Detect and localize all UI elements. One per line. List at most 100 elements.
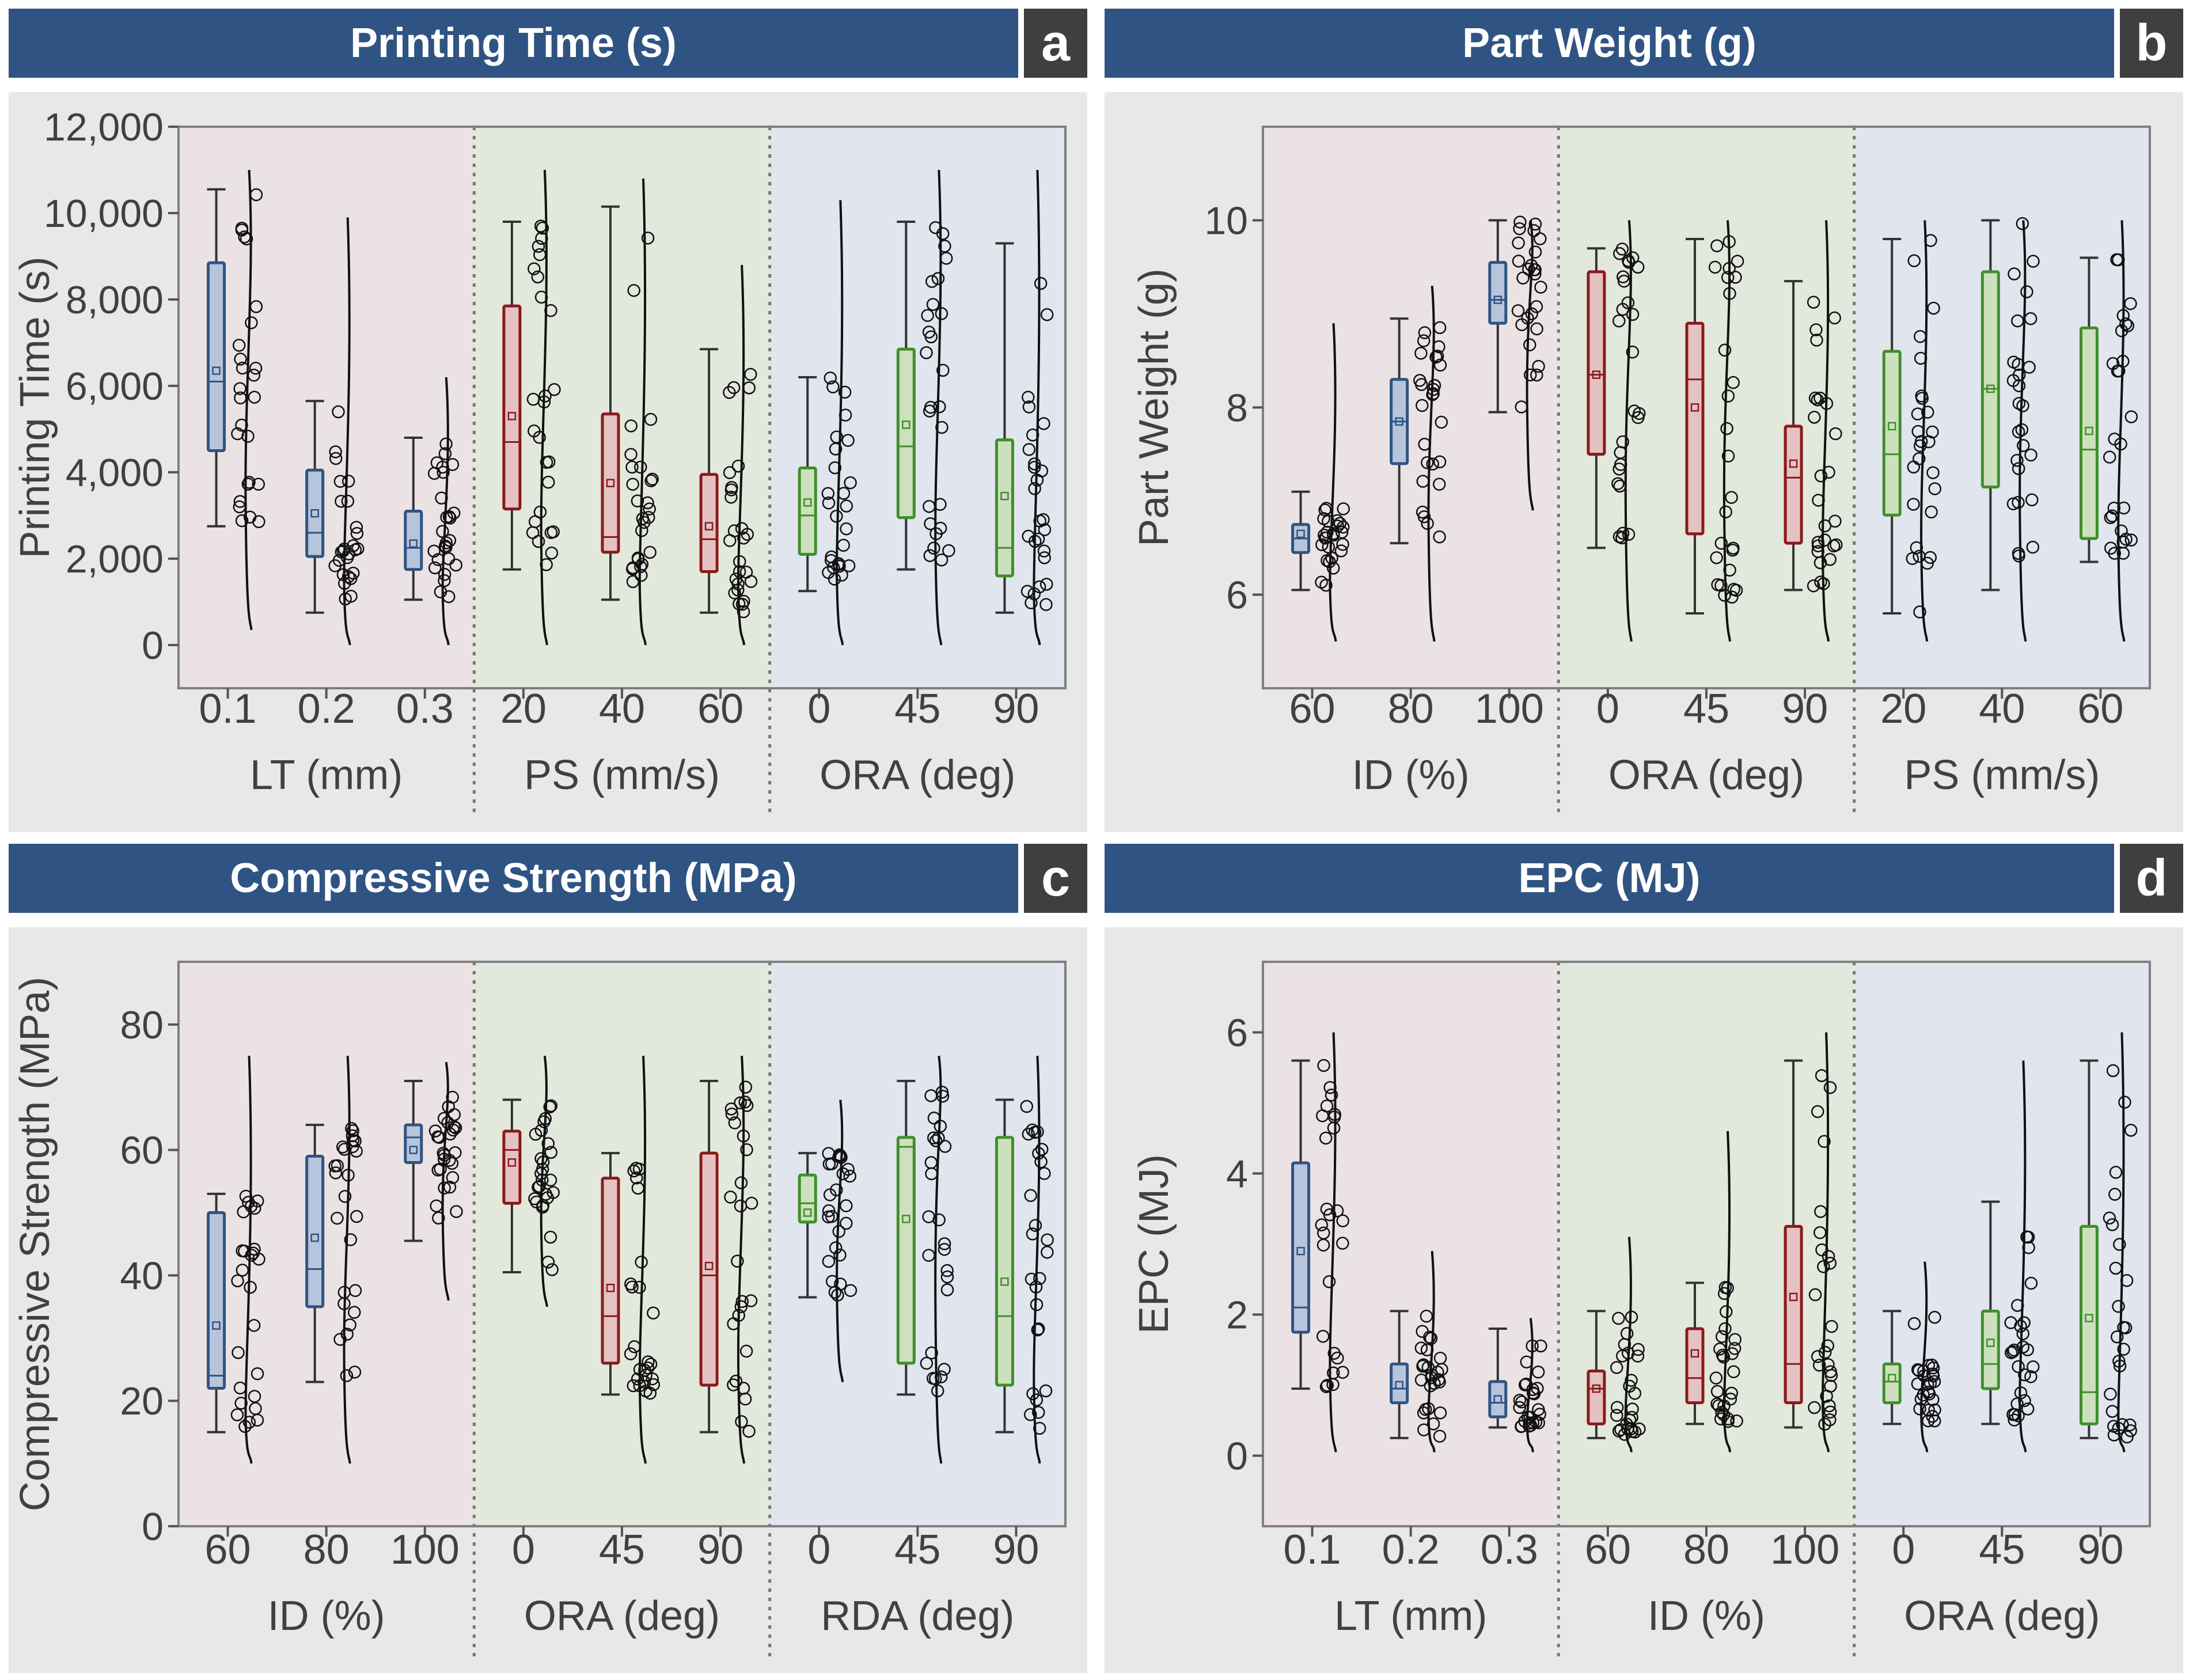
data-point [1808,1401,1821,1414]
data-point [1812,1359,1826,1372]
data-point [1528,217,1542,231]
data-point [1721,389,1735,403]
data-point [252,1253,265,1266]
x-tick-label: 80 [1683,1527,1729,1573]
mean-marker [606,1283,615,1292]
data-point [841,434,855,447]
data-point [1038,523,1052,536]
data-point [248,1390,261,1403]
x-tick-label: 40 [1979,686,2025,732]
data-point [1032,1147,1045,1160]
data-point [438,1181,451,1194]
data-point [1511,304,1525,317]
data-point [239,1189,253,1203]
data-point [235,221,249,235]
data-point [1808,411,1821,424]
data-point [1032,1322,1045,1336]
data-point [329,452,343,465]
data-point [1026,428,1039,442]
data-point [1026,1123,1039,1137]
box [1784,424,1803,545]
data-point [1417,334,1431,347]
mean-marker [902,420,910,429]
group-background [1263,962,1559,1526]
data-point [438,447,452,460]
data-point [231,1274,244,1288]
data-point [627,1379,640,1393]
data-point [644,1357,658,1371]
mean-marker [1493,1395,1503,1404]
data-point [840,1216,853,1230]
data-point [338,577,351,590]
data-point [2021,1230,2035,1244]
data-point [2022,1241,2035,1254]
data-point [738,1392,752,1406]
box [601,1177,620,1365]
data-point [1822,1250,1835,1263]
data-point [1814,1205,1827,1218]
data-point [235,514,249,528]
data-point [1807,295,1820,309]
data-point [1710,239,1724,253]
data-point [1820,397,1834,410]
data-point [437,1112,451,1125]
data-point [634,460,647,474]
mean-marker [212,366,221,375]
data-point [544,1146,558,1159]
data-point [938,1243,951,1256]
data-point [1914,1393,1928,1406]
data-point [1336,1214,1349,1228]
data-point [935,420,948,434]
box [798,467,817,556]
data-point [528,424,541,438]
data-point [1921,556,1934,570]
x-tick-label: 0 [807,1527,830,1573]
panel-c-title: Compressive Strength (MPa) [9,844,1018,913]
data-point [1621,296,1635,309]
data-point [938,1363,951,1376]
data-point [2104,1387,2117,1401]
data-point [1927,301,1940,315]
data-point [1925,505,1938,519]
data-point [2024,1276,2038,1290]
data-point [936,363,950,377]
data-point [744,1294,758,1307]
data-point [727,381,741,395]
data-point [631,1372,644,1386]
data-point [1813,1226,1827,1239]
data-point [933,400,946,414]
data-point [1714,537,1728,550]
data-point [647,1378,661,1391]
data-point [735,1415,748,1428]
data-point [737,605,750,619]
data-point [2016,399,2029,412]
box [207,1211,226,1390]
data-point [935,1086,949,1099]
data-point [252,515,265,529]
data-point [2123,1418,2137,1432]
data-point [1421,517,1434,530]
data-point [1022,400,1036,414]
data-point [427,544,441,558]
data-point [2018,1394,2031,1408]
distribution-curve [2117,1032,2126,1453]
distribution-curve [2117,220,2126,642]
data-point [1720,422,1733,435]
data-point [1907,1317,1921,1330]
data-point [924,517,937,530]
data-point [940,1264,954,1277]
data-point [625,460,639,474]
data-point [1422,1402,1435,1416]
data-point [1612,314,1626,328]
data-point [633,1280,646,1294]
data-point [545,1263,559,1276]
data-point [249,1402,262,1415]
data-point [724,483,738,496]
data-point [446,1171,460,1184]
data-point [1823,1081,1837,1094]
data-point [1616,435,1630,449]
box [1980,270,2000,489]
data-point [1315,1218,1329,1232]
data-point [347,566,360,580]
data-point [1626,308,1640,321]
